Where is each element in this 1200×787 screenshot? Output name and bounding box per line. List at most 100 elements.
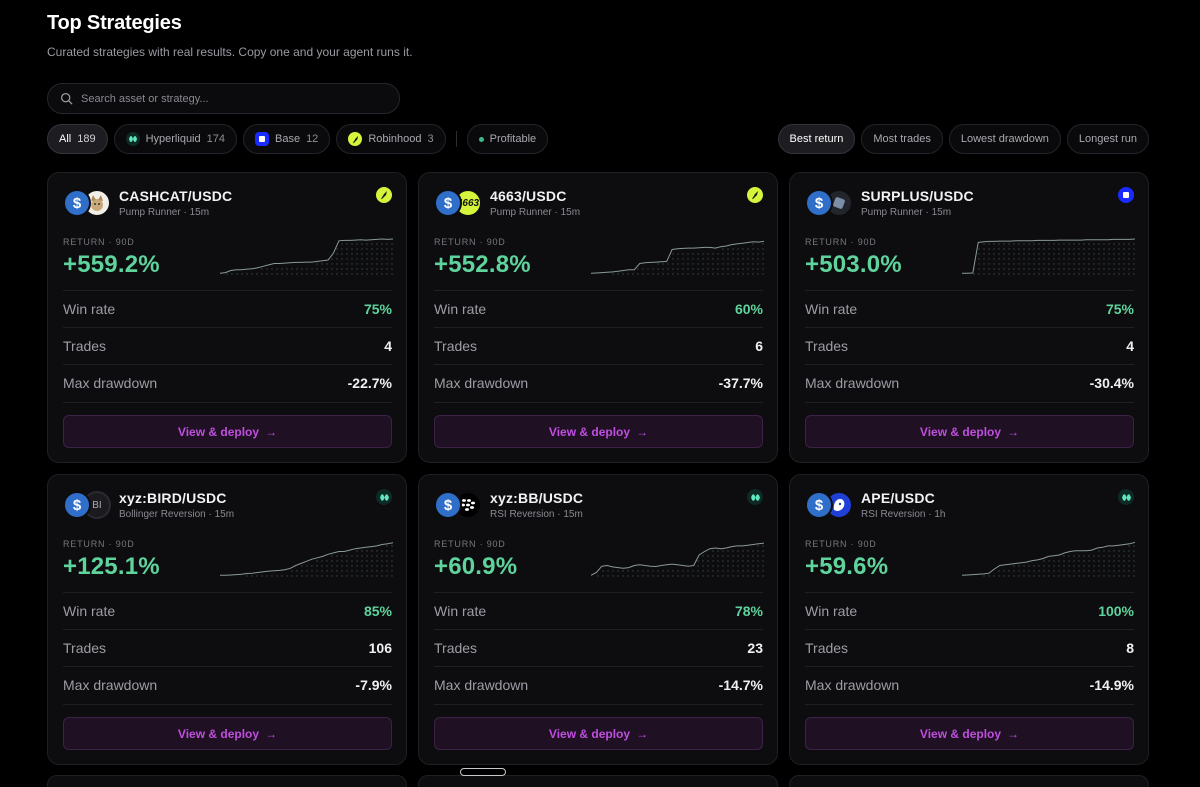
arrow-right-icon: → — [265, 424, 278, 439]
deploy-label: View & deploy — [548, 424, 631, 439]
max-drawdown-value: -14.7% — [718, 677, 763, 693]
filter-all[interactable]: All 189 — [47, 124, 108, 154]
deploy-label: View & deploy — [919, 726, 1002, 741]
strategy-card[interactable]: $ BI xyz:BIRD/USDC Bollinger Reversion · 15… — [47, 474, 407, 765]
filter-robinhood[interactable]: Robinhood 3 — [336, 124, 446, 154]
return-value: +503.0% — [805, 251, 902, 278]
return-label: RETURN · 90D — [805, 237, 877, 247]
pair-avatars: $ — [63, 188, 111, 218]
deploy-label: View & deploy — [919, 424, 1002, 439]
sort-best-return[interactable]: Best return — [777, 124, 856, 154]
view-deploy-button[interactable]: View & deploy → — [805, 717, 1134, 750]
return-sparkline — [962, 238, 1135, 275]
profitable-dot-icon — [478, 136, 484, 142]
usdc-icon: $ — [434, 491, 462, 519]
max-drawdown-row: Max drawdown -14.7% — [434, 666, 763, 703]
filter-label: Robinhood — [368, 133, 422, 145]
card-header: $ APE/USDC RSI Reversion · 1h — [805, 490, 945, 520]
win-rate-row: Win rate 60% — [434, 290, 763, 327]
pair-info: SURPLUS/USDC Pump Runner · 15m — [861, 188, 974, 218]
stat-label: Win rate — [63, 301, 116, 317]
return-sparkline — [220, 238, 393, 275]
search-input[interactable] — [81, 92, 371, 105]
search-bar[interactable] — [47, 83, 400, 114]
view-deploy-button[interactable]: View & deploy → — [434, 415, 763, 448]
strategy-card[interactable]: $ xyz:BB/USDC RSI Reversion · 15m RETURN · … — [418, 474, 778, 765]
card-header: $ CASHCAT/USDC Pump Runner · 15m — [63, 188, 232, 218]
sort-lowest-drawdown[interactable]: Lowest drawdown — [948, 124, 1061, 154]
max-drawdown-row: Max drawdown -7.9% — [63, 666, 392, 703]
deploy-label: View & deploy — [177, 726, 260, 741]
stat-label: Trades — [434, 640, 478, 656]
win-rate-row: Win rate 78% — [434, 592, 763, 629]
arrow-right-icon: → — [636, 424, 649, 439]
strategy-card[interactable]: $4663 4663/USDC Pump Runner · 15m RETURN · … — [418, 172, 778, 463]
max-drawdown-row: Max drawdown -22.7% — [63, 364, 392, 401]
strategy-card[interactable]: $ CASHCAT/USDC Pump Runner · 15m RETURN · 9… — [47, 172, 407, 463]
sort-most-trades[interactable]: Most trades — [861, 124, 943, 154]
win-rate-value: 75% — [363, 301, 392, 317]
pair-avatars: $ — [805, 490, 853, 520]
return-label: RETURN · 90D — [434, 539, 506, 549]
stat-label: Max drawdown — [434, 375, 529, 391]
base-icon — [1118, 187, 1134, 203]
strategy-name: Pump Runner · 15m — [490, 207, 581, 218]
filter-hyperliquid[interactable]: Hyperliquid 174 — [113, 124, 237, 154]
filter-label: Profitable — [489, 133, 537, 145]
return-sparkline — [591, 240, 764, 275]
max-drawdown-value: -7.9% — [355, 677, 392, 693]
pair-name: xyz:BIRD/USDC — [119, 490, 227, 506]
stat-label: Win rate — [434, 603, 487, 619]
max-drawdown-value: -14.9% — [1089, 677, 1134, 693]
filter-count: 174 — [206, 133, 225, 145]
stat-label: Win rate — [805, 301, 858, 317]
trades-value: 106 — [368, 640, 392, 656]
strategy-card-partial — [418, 775, 778, 787]
return-label: RETURN · 90D — [63, 539, 135, 549]
pair-name: APE/USDC — [861, 490, 935, 506]
view-deploy-button[interactable]: View & deploy → — [434, 717, 763, 750]
filter-base[interactable]: Base 12 — [242, 124, 331, 154]
strategy-card[interactable]: $ SURPLUS/USDC Pump Runner · 15m RETURN · 9… — [789, 172, 1149, 463]
page-subtitle: Curated strategies with real results. Co… — [47, 45, 413, 59]
trades-value: 23 — [747, 640, 763, 656]
divider — [63, 704, 392, 705]
win-rate-value: 75% — [1105, 301, 1134, 317]
arrow-right-icon: → — [1007, 424, 1020, 439]
pair-avatars: $ — [434, 490, 482, 520]
view-deploy-button[interactable]: View & deploy → — [63, 415, 392, 448]
filter-profitable[interactable]: Profitable — [466, 124, 549, 154]
token-avatar-text: 4663 — [456, 197, 480, 209]
usdc-icon: $ — [434, 189, 462, 217]
usdc-icon: $ — [805, 491, 833, 519]
card-header: $ BI xyz:BIRD/USDC Bollinger Reversion · 15… — [63, 490, 234, 520]
pair-info: xyz:BIRD/USDC Bollinger Reversion · 15m — [119, 490, 234, 520]
sort-longest-run[interactable]: Longest run — [1066, 124, 1149, 154]
arrow-right-icon: → — [1007, 726, 1020, 741]
pair-name: 4663/USDC — [490, 188, 567, 204]
return-sparkline — [591, 542, 764, 577]
view-deploy-button[interactable]: View & deploy → — [63, 717, 392, 750]
scroll-handle[interactable] — [460, 768, 506, 776]
max-drawdown-row: Max drawdown -30.4% — [805, 364, 1134, 401]
stat-label: Trades — [63, 338, 107, 354]
win-rate-value: 78% — [734, 603, 763, 619]
view-deploy-button[interactable]: View & deploy → — [805, 415, 1134, 448]
pair-info: xyz:BB/USDC RSI Reversion · 15m — [490, 490, 583, 520]
strategy-card[interactable]: $ APE/USDC RSI Reversion · 1h RETURN · 90D +… — [789, 474, 1149, 765]
deploy-label: View & deploy — [177, 424, 260, 439]
robinhood-icon — [376, 187, 392, 203]
trades-value: 6 — [755, 338, 763, 354]
filter-count: 3 — [427, 133, 434, 145]
win-rate-value: 85% — [363, 603, 392, 619]
win-rate-row: Win rate 75% — [63, 290, 392, 327]
return-sparkline — [962, 541, 1135, 577]
hyperliquid-icon — [747, 489, 763, 505]
stat-label: Max drawdown — [805, 375, 900, 391]
divider — [434, 402, 763, 403]
win-rate-value: 60% — [734, 301, 763, 317]
sort-chips: Best return Most trades Lowest drawdown … — [777, 124, 1149, 154]
card-header: $ xyz:BB/USDC RSI Reversion · 15m — [434, 490, 583, 520]
pair-info: APE/USDC RSI Reversion · 1h — [861, 490, 945, 520]
filter-divider — [455, 131, 457, 147]
